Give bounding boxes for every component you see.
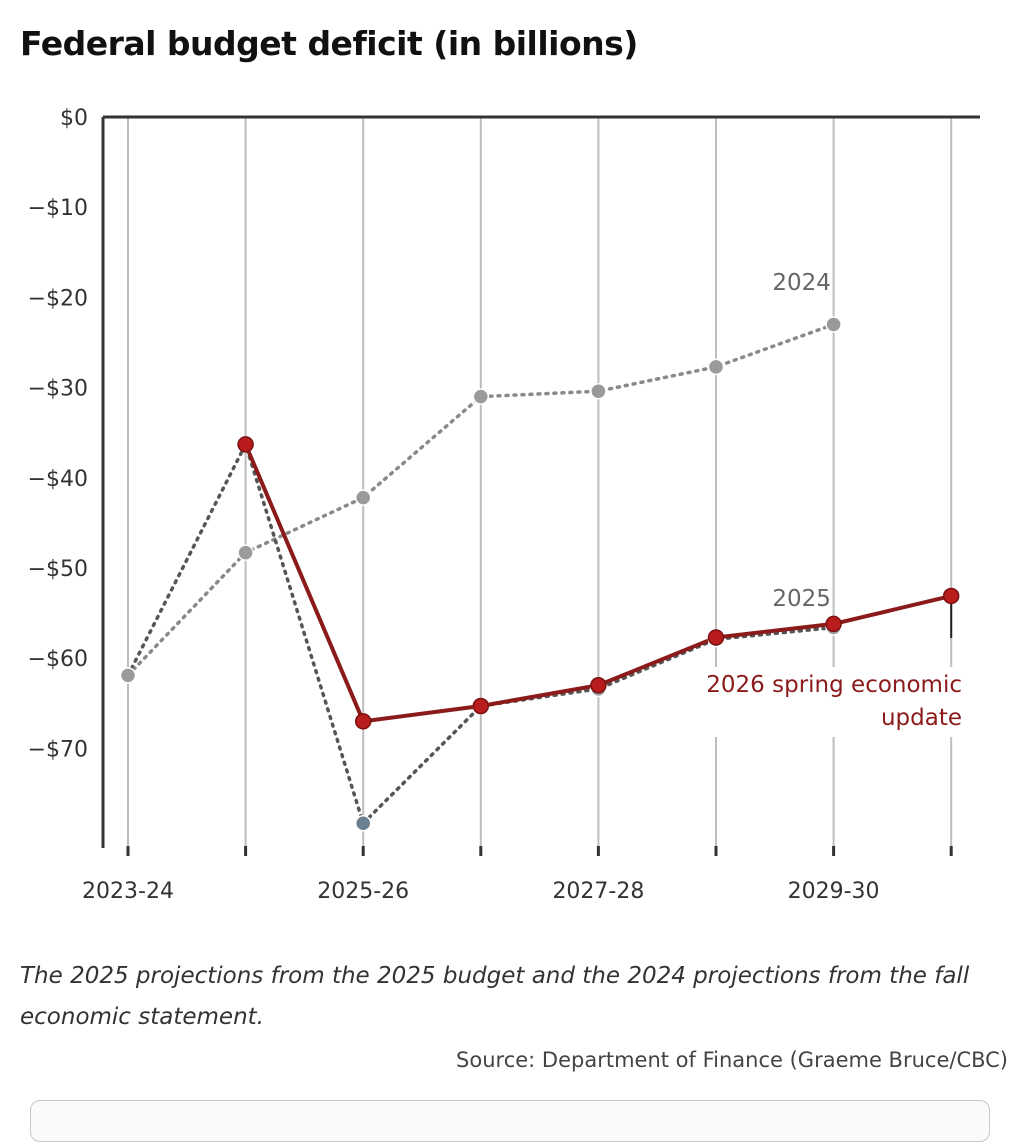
point-spring-update-2029-30 — [825, 615, 842, 633]
bottom-panel — [30, 1100, 990, 1142]
y-tick-label: $0 — [60, 106, 88, 131]
point-spring-update-2026-27 — [472, 697, 490, 715]
series-label-spring-update: 2026 spring economic — [706, 672, 962, 698]
point-spring-update-2027-28 — [590, 677, 607, 694]
y-tick-label: −$50 — [28, 557, 88, 582]
point-2024-2027-28 — [590, 382, 607, 400]
chart-title: Federal budget deficit (in billions) — [20, 24, 638, 63]
point-2024-2029-30 — [825, 316, 842, 333]
series-label-spring-update: update — [881, 705, 962, 731]
point-2024-2026-27 — [472, 388, 490, 405]
point-spring-update-2024-25 — [237, 436, 254, 453]
point-spring-update-2030-31 — [942, 587, 960, 605]
x-tick-label: 2027-28 — [552, 879, 644, 904]
y-tick-label: −$60 — [28, 647, 88, 672]
y-tick-label: −$40 — [28, 467, 88, 492]
series-label-2024: 2024 — [772, 270, 831, 296]
y-tick-label: −$30 — [28, 377, 88, 402]
point-2024-2025-26 — [354, 489, 372, 506]
x-tick-label: 2023-24 — [82, 879, 174, 904]
y-tick-label: −$70 — [28, 737, 88, 762]
point-2024-2028-29 — [707, 358, 725, 376]
y-tick-label: −$20 — [28, 286, 88, 311]
y-tick-label: −$10 — [28, 196, 88, 221]
point-spring-update-2028-29 — [707, 629, 725, 646]
x-tick-label: 2025-26 — [317, 879, 409, 904]
line-chart: $0 −$10 −$20 −$30 −$40 −$50 −$60 −$70 2023-24 202… — [28, 106, 980, 904]
point-2024-2024-25 — [237, 544, 254, 561]
point-2025-2023-24 — [119, 667, 137, 684]
x-tick-label: 2029-30 — [788, 879, 880, 904]
chart-caption: The 2025 projections from the 2025 budge… — [20, 963, 970, 1030]
point-spring-update-2025-26 — [354, 713, 372, 730]
series-label-2025: 2025 — [772, 586, 831, 612]
point-2025-2025-26 — [354, 815, 372, 832]
source-credit: Source: Department of Finance (Graeme Br… — [456, 1048, 1008, 1072]
spring-label-background — [655, 667, 965, 737]
